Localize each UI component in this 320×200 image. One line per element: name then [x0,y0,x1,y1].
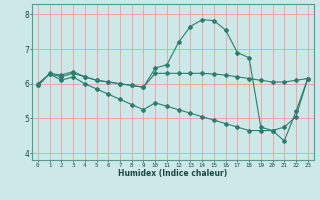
X-axis label: Humidex (Indice chaleur): Humidex (Indice chaleur) [118,169,228,178]
